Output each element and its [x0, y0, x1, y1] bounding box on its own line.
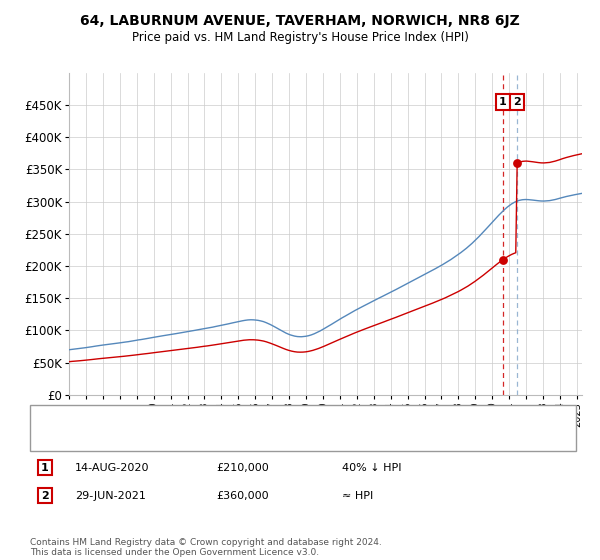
Text: £210,000: £210,000 — [216, 463, 269, 473]
Text: 64, LABURNUM AVENUE, TAVERHAM, NORWICH, NR8 6JZ (detached house): 64, LABURNUM AVENUE, TAVERHAM, NORWICH, … — [73, 413, 461, 423]
Text: 2: 2 — [513, 97, 521, 107]
Point — [512, 158, 522, 167]
Text: ≈ HPI: ≈ HPI — [342, 491, 373, 501]
Text: ———: ——— — [39, 410, 80, 424]
Text: 2: 2 — [41, 491, 49, 501]
Text: 14-AUG-2020: 14-AUG-2020 — [75, 463, 149, 473]
Text: Price paid vs. HM Land Registry's House Price Index (HPI): Price paid vs. HM Land Registry's House … — [131, 31, 469, 44]
Point — [498, 255, 508, 264]
Text: 64, LABURNUM AVENUE, TAVERHAM, NORWICH, NR8 6JZ: 64, LABURNUM AVENUE, TAVERHAM, NORWICH, … — [80, 14, 520, 28]
Text: Contains HM Land Registry data © Crown copyright and database right 2024.
This d: Contains HM Land Registry data © Crown c… — [30, 538, 382, 557]
Text: 1: 1 — [499, 97, 507, 107]
Text: 1: 1 — [41, 463, 49, 473]
Text: £360,000: £360,000 — [216, 491, 269, 501]
Text: ———: ——— — [39, 432, 80, 446]
Text: 29-JUN-2021: 29-JUN-2021 — [75, 491, 146, 501]
Text: 40% ↓ HPI: 40% ↓ HPI — [342, 463, 401, 473]
Text: HPI: Average price, detached house, Broadland: HPI: Average price, detached house, Broa… — [73, 435, 319, 444]
